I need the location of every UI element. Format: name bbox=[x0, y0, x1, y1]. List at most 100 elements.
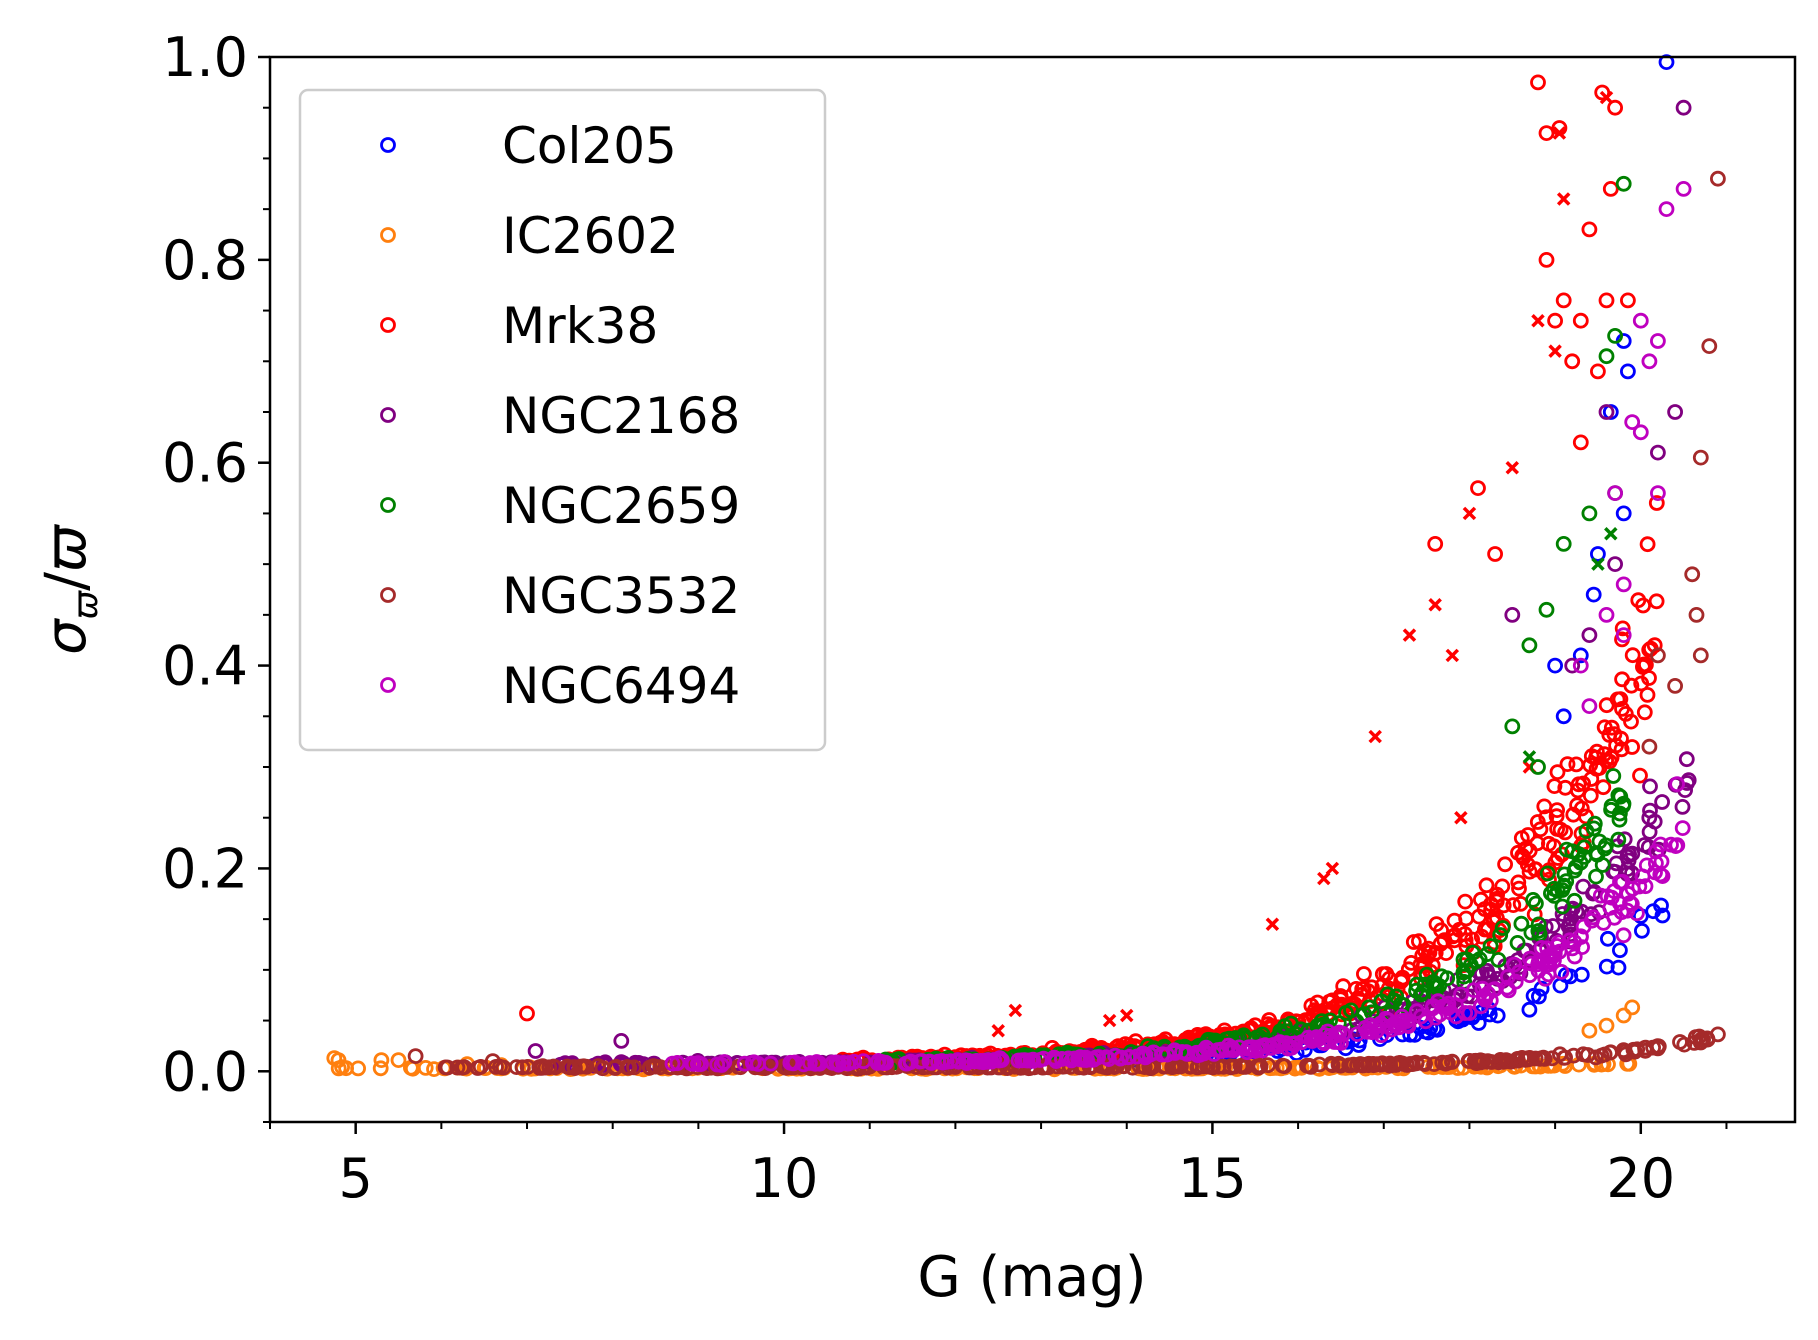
data-point bbox=[1430, 993, 1446, 1010]
data-point bbox=[1504, 607, 1521, 623]
data-point bbox=[1453, 986, 1469, 1003]
data-point bbox=[1552, 821, 1569, 838]
data-point bbox=[1581, 627, 1598, 643]
data-point bbox=[1549, 802, 1565, 818]
data-point bbox=[1546, 778, 1563, 794]
data-point bbox=[1678, 751, 1695, 768]
data-point bbox=[1607, 99, 1623, 116]
data-point bbox=[1564, 353, 1581, 370]
data-point bbox=[1559, 756, 1576, 772]
legend-item-NGC6494: NGC6494 bbox=[380, 657, 740, 715]
data-point bbox=[976, 1054, 993, 1070]
data-point bbox=[1591, 760, 1608, 776]
data-point bbox=[390, 1052, 407, 1068]
data-point bbox=[1607, 556, 1623, 572]
cross-marker bbox=[1454, 810, 1468, 825]
data-point bbox=[1595, 779, 1612, 796]
data-point bbox=[1521, 637, 1538, 654]
data-point bbox=[1596, 719, 1613, 736]
data-point bbox=[1271, 1036, 1287, 1053]
data-point bbox=[1648, 495, 1665, 511]
data-point bbox=[1461, 1053, 1478, 1069]
data-point bbox=[1054, 1051, 1070, 1067]
data-point bbox=[373, 1052, 390, 1068]
data-point bbox=[1675, 180, 1692, 197]
y-tick-label: 0.2 bbox=[162, 837, 248, 900]
data-point bbox=[1572, 657, 1589, 674]
data-point bbox=[1507, 973, 1524, 990]
data-point bbox=[1639, 687, 1656, 703]
data-point bbox=[1482, 938, 1499, 954]
data-point bbox=[1511, 964, 1527, 980]
data-point bbox=[1360, 1057, 1377, 1074]
data-point bbox=[1598, 292, 1615, 309]
data-point bbox=[1426, 945, 1443, 962]
data-point bbox=[1047, 1050, 1063, 1067]
y-label-denom: ϖ bbox=[34, 523, 99, 572]
data-point bbox=[1598, 958, 1615, 975]
data-point bbox=[1374, 966, 1391, 982]
data-point bbox=[1446, 912, 1463, 929]
data-point bbox=[938, 1053, 955, 1070]
data-point bbox=[1539, 865, 1556, 882]
data-point bbox=[1612, 805, 1628, 822]
data-point bbox=[1612, 691, 1629, 707]
data-point bbox=[1650, 1038, 1667, 1055]
data-point bbox=[1556, 866, 1573, 883]
data-point bbox=[1511, 880, 1527, 897]
legend-item-NGC2659: NGC2659 bbox=[380, 477, 740, 535]
legend: Col205 IC2602 Mrk38 NGC2168 NGC2659 NGC3532 NG… bbox=[298, 88, 827, 752]
data-point bbox=[1594, 857, 1611, 873]
data-point bbox=[1427, 536, 1444, 552]
data-point bbox=[1650, 444, 1666, 461]
data-point bbox=[1547, 657, 1563, 674]
data-point bbox=[782, 1054, 799, 1071]
data-point bbox=[1566, 892, 1583, 909]
data-point bbox=[1521, 1001, 1538, 1018]
data-point bbox=[1538, 601, 1555, 618]
legend-marker bbox=[380, 677, 396, 693]
data-point bbox=[1240, 1039, 1257, 1056]
data-point bbox=[1023, 1052, 1040, 1069]
data-point bbox=[1457, 893, 1474, 910]
data-point bbox=[1399, 1016, 1416, 1033]
data-point bbox=[1615, 505, 1632, 522]
data-point bbox=[537, 1059, 554, 1076]
data-point bbox=[594, 1060, 611, 1077]
data-point bbox=[1532, 821, 1549, 838]
data-point bbox=[1578, 823, 1595, 839]
data-point bbox=[1338, 1005, 1354, 1021]
data-point bbox=[1658, 54, 1675, 70]
data-point bbox=[572, 1058, 589, 1075]
data-point bbox=[1016, 1052, 1033, 1069]
data-point bbox=[1311, 1056, 1328, 1073]
legend-item-NGC3532: NGC3532 bbox=[380, 567, 740, 625]
data-point bbox=[1615, 1007, 1632, 1024]
data-point bbox=[1621, 846, 1637, 863]
y-tick-label: 0.6 bbox=[162, 432, 248, 495]
plot-frame bbox=[268, 55, 1797, 1124]
data-point bbox=[1590, 546, 1606, 562]
data-point bbox=[1695, 1031, 1711, 1048]
data-point bbox=[1669, 776, 1685, 792]
data-point bbox=[1602, 180, 1619, 197]
data-point bbox=[1510, 874, 1527, 891]
data-point bbox=[1602, 1044, 1618, 1061]
data-point bbox=[1335, 1026, 1352, 1042]
data-point bbox=[1612, 942, 1628, 959]
y-label-slash: / bbox=[34, 572, 99, 591]
data-point bbox=[1538, 251, 1555, 268]
legend-item-Mrk38: Mrk38 bbox=[380, 297, 658, 355]
data-point bbox=[957, 1053, 974, 1069]
data-point bbox=[1632, 312, 1649, 329]
data-point bbox=[1641, 738, 1658, 755]
data-point bbox=[693, 1056, 709, 1072]
y-tick-label: 0.4 bbox=[162, 635, 248, 698]
data-point bbox=[1085, 1051, 1102, 1068]
data-point bbox=[1494, 920, 1511, 936]
data-point bbox=[1590, 363, 1606, 380]
data-point bbox=[1654, 868, 1671, 884]
data-point bbox=[1538, 125, 1555, 142]
legend-label: Mrk38 bbox=[502, 297, 658, 355]
